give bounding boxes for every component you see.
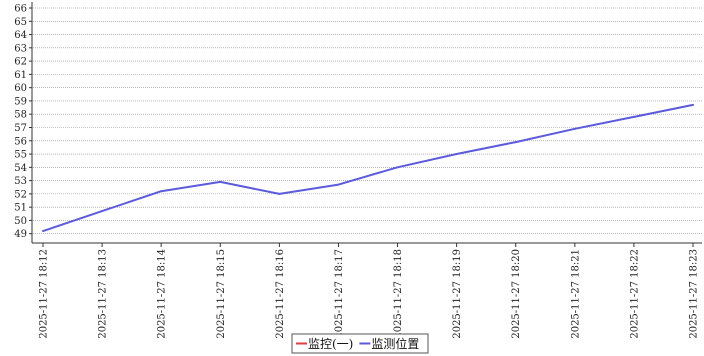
x-tick-label: 2025-11-27 18:17 xyxy=(334,249,345,339)
y-tick-label: 54 xyxy=(14,163,27,174)
data-point xyxy=(514,141,517,144)
x-tick-labels: 2025-11-27 18:12 2025-11-27 18:13 2025-11-… xyxy=(39,249,700,339)
data-point xyxy=(101,210,104,213)
data-point xyxy=(692,103,694,106)
y-tick-label: 60 xyxy=(14,83,27,94)
x-tick-label: 2025-11-27 18:22 xyxy=(629,249,640,339)
x-tick-label: 2025-11-27 18:23 xyxy=(689,249,700,339)
y-tick-label: 58 xyxy=(14,110,27,121)
x-tick-label: 2025-11-27 18:19 xyxy=(452,249,463,339)
y-tick-label: 51 xyxy=(14,203,27,214)
data-point xyxy=(160,190,163,193)
y-tick-label: 61 xyxy=(14,70,27,81)
series-lines xyxy=(42,103,694,233)
data-point xyxy=(573,127,576,130)
y-tick-label: 53 xyxy=(14,176,27,187)
x-tick-label: 2025-11-27 18:12 xyxy=(39,249,50,339)
legend[interactable]: 监控(一) 监测位置 xyxy=(291,333,429,354)
y-tick-label: 65 xyxy=(14,17,27,28)
series-line xyxy=(42,103,694,233)
axes xyxy=(29,2,702,247)
x-tick-label: 2025-11-27 18:20 xyxy=(511,249,522,339)
x-tick-label: 2025-11-27 18:14 xyxy=(157,249,168,339)
x-tick-label: 2025-11-27 18:16 xyxy=(275,249,286,339)
y-tick-label: 62 xyxy=(14,57,27,68)
gridlines xyxy=(33,7,702,235)
y-tick-label: 56 xyxy=(14,136,27,147)
x-tick-label: 2025-11-27 18:15 xyxy=(216,249,227,339)
y-tick-label: 57 xyxy=(14,123,27,134)
data-point xyxy=(219,180,222,183)
data-point xyxy=(337,183,340,186)
data-point xyxy=(42,230,44,233)
y-tick-label: 63 xyxy=(14,43,27,54)
data-point xyxy=(278,192,281,195)
data-point xyxy=(396,166,399,169)
data-point xyxy=(455,153,458,156)
y-tick-labels: 49 50 51 52 53 54 55 56 57 58 59 60 61 62 63 64 65 66 xyxy=(14,4,27,241)
legend-entry[interactable]: 监控(一) xyxy=(308,337,353,351)
legend-entry[interactable]: 监测位置 xyxy=(371,336,419,351)
y-tick-label: 64 xyxy=(14,30,27,41)
x-tick-label: 2025-11-27 18:21 xyxy=(570,249,581,339)
y-tick-label: 55 xyxy=(14,150,27,161)
y-tick-label: 52 xyxy=(14,189,27,200)
y-tick-label: 59 xyxy=(14,96,27,107)
y-tick-label: 66 xyxy=(14,4,27,15)
x-tick-label: 2025-11-27 18:18 xyxy=(393,249,404,339)
y-tick-label: 49 xyxy=(14,229,27,240)
data-point xyxy=(632,115,635,118)
y-tick-label: 50 xyxy=(14,216,27,227)
x-tick-label: 2025-11-27 18:13 xyxy=(98,249,109,339)
